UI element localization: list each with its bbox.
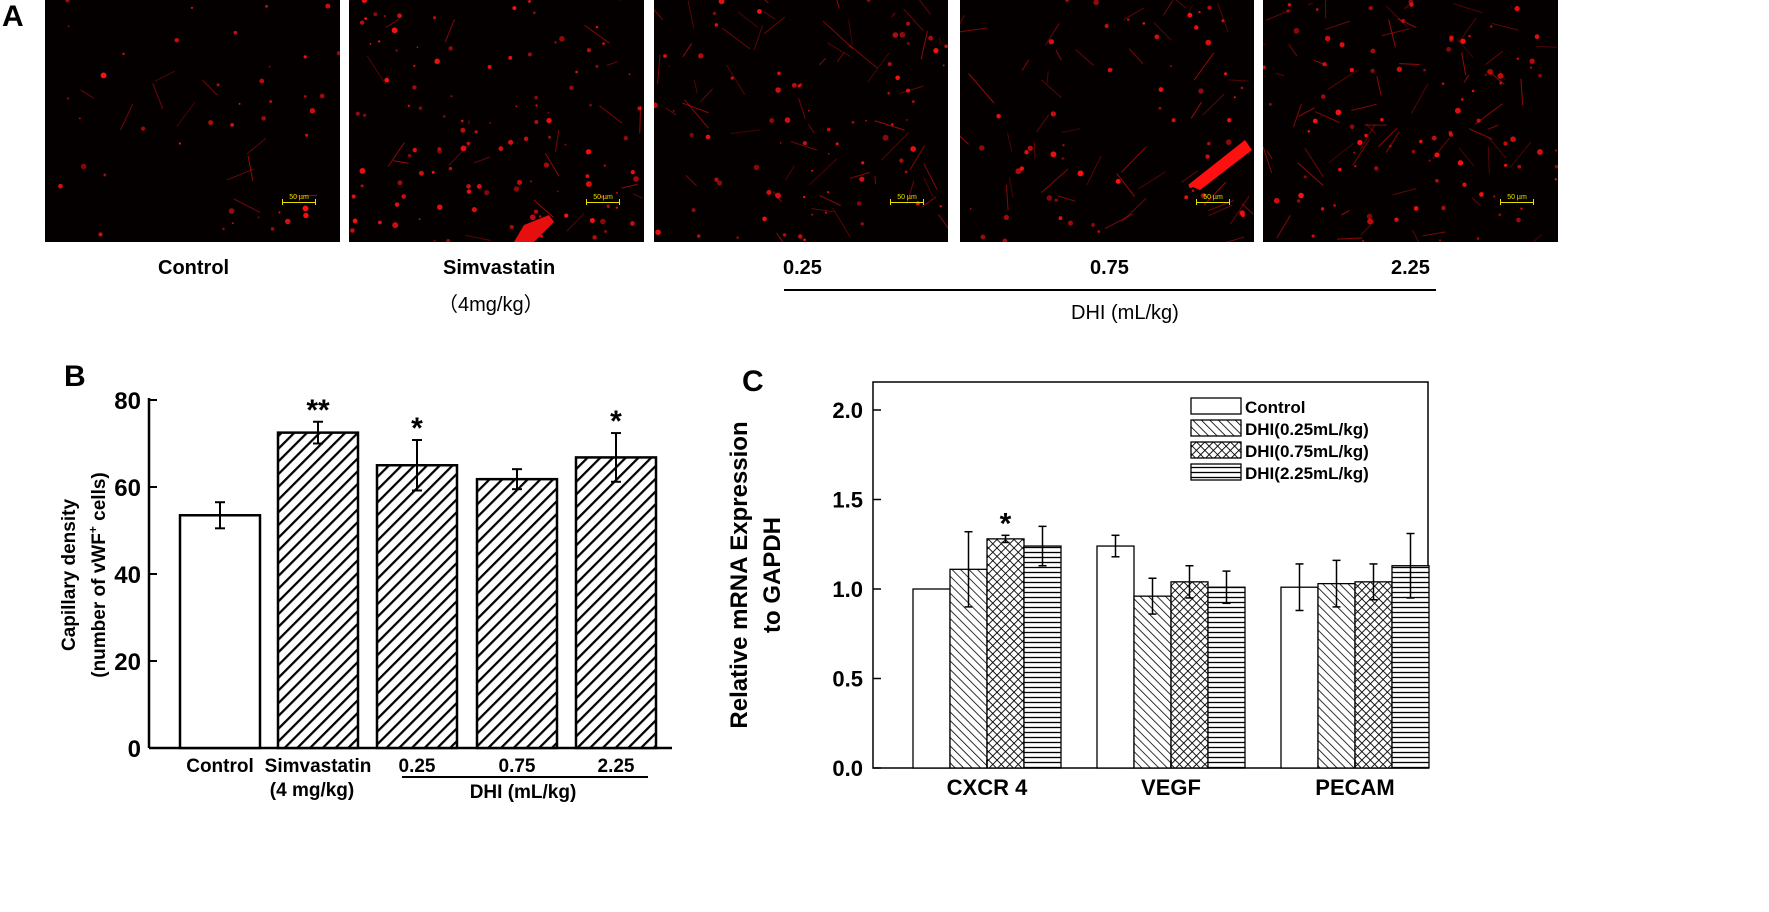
scale-bar-line <box>282 199 316 205</box>
legend-label: Control <box>1245 398 1305 417</box>
significance-marker: * <box>1000 507 1012 540</box>
caption-dhi-225: 2.25 <box>1391 257 1430 279</box>
bar-cxcr-4-s0 <box>912 588 951 769</box>
bar-control <box>178 514 262 750</box>
legend-label: DHI(2.25mL/kg) <box>1245 464 1369 483</box>
scale-bar-line <box>586 199 620 205</box>
y-tick-label: 20 <box>114 649 141 676</box>
x-tick-label: VEGF <box>1141 775 1201 800</box>
legend-swatch <box>1190 397 1242 415</box>
y-tick-label: 80 <box>114 388 141 415</box>
bar-pecam-s2 <box>1354 581 1393 769</box>
bar-0-25 <box>375 464 459 750</box>
panel-a-letter: A <box>2 0 24 33</box>
bar-simvastatin <box>276 431 360 750</box>
scale-bar-2: 50 µm <box>890 194 924 205</box>
y-axis-label-2: to GAPDH <box>759 517 786 633</box>
dhi-group-label: DHI (mL/kg) <box>1071 302 1179 324</box>
bar-vegf-s0 <box>1096 545 1135 769</box>
y-tick-label: 0 <box>128 736 141 763</box>
y-tick-label: 0.5 <box>832 667 863 692</box>
bar-cxcr-4-s1 <box>949 568 988 769</box>
significance-marker: * <box>610 405 622 438</box>
micrograph-stain-2 <box>654 0 948 242</box>
micrograph-0: 50 µm <box>45 0 340 242</box>
scale-bar-label: 50 µm <box>289 194 309 201</box>
y-tick-label: 0.0 <box>832 756 863 781</box>
x-tick-label: 2.25 <box>598 756 635 777</box>
micrograph-stain-0 <box>45 0 340 237</box>
chart-b: B 0 20 40 60 80 Capillary density (number of vW… <box>59 360 672 803</box>
scale-bar-0: 50 µm <box>282 194 316 205</box>
scale-bar-label: 50 µm <box>593 194 613 201</box>
y-tick-label: 40 <box>114 562 141 589</box>
y-tick-label: 1.0 <box>832 577 863 602</box>
micrograph-stain-1 <box>349 0 643 242</box>
y-tick-label: 2.0 <box>832 398 863 423</box>
y-tick-label: 1.5 <box>832 488 863 513</box>
legend-label: DHI(0.75mL/kg) <box>1245 442 1369 461</box>
scale-bar-4: 50 µm <box>1500 194 1534 205</box>
x-tick-label: 0.75 <box>499 756 536 777</box>
significance-marker: ** <box>306 394 330 427</box>
scale-bar-label: 50 µm <box>897 194 917 201</box>
x-tick-label: Simvastatin <box>265 756 372 777</box>
y-axis-label-2: (number of vWF+ cells) <box>86 472 110 678</box>
bar-2-25 <box>574 456 658 750</box>
bar-vegf-s3 <box>1207 586 1246 769</box>
micrograph-2: 50 µm <box>654 0 948 242</box>
legend-swatch <box>1190 419 1242 437</box>
scale-bar-label: 50 µm <box>1203 194 1223 201</box>
caption-dhi-025: 0.25 <box>783 257 822 279</box>
scale-bar-line <box>1196 199 1230 205</box>
bar-pecam-s3 <box>1391 565 1430 769</box>
scale-bar-label: 50 µm <box>1507 194 1527 201</box>
bar-vegf-s2 <box>1170 581 1209 769</box>
micrograph-3: 50 µm <box>960 0 1254 242</box>
plot-frame <box>872 381 1429 769</box>
x-tick-label: 0.25 <box>399 756 436 777</box>
micrograph-stain-4 <box>1263 0 1558 242</box>
caption-dhi-075: 0.75 <box>1090 257 1129 279</box>
scale-bar-3: 50 µm <box>1196 194 1230 205</box>
micrograph-4: 50 µm <box>1263 0 1558 242</box>
x-tick-label: CXCR 4 <box>947 775 1028 800</box>
scale-bar-line <box>890 199 924 205</box>
legend-label: DHI(0.25mL/kg) <box>1245 420 1369 439</box>
dhi-group-line <box>784 289 1436 291</box>
y-tick-label: 60 <box>114 475 141 502</box>
bar-0-75 <box>475 477 559 750</box>
legend-swatch <box>1190 441 1242 459</box>
caption-control: Control <box>158 257 230 279</box>
dhi-group-label-b: DHI (mL/kg) <box>470 782 577 803</box>
panel-b-letter: B <box>64 360 86 393</box>
bar-cxcr-4-s2 <box>986 538 1025 769</box>
bar-pecam-s0 <box>1280 586 1319 769</box>
scale-bar-line <box>1500 199 1534 205</box>
significance-marker: * <box>411 412 423 445</box>
micrograph-1: 50 µm <box>349 0 644 242</box>
scale-bar-1: 50 µm <box>586 194 620 205</box>
bar-pecam-s1 <box>1317 582 1356 769</box>
y-axis-label: Capillary density <box>59 499 80 651</box>
legend-swatch <box>1190 463 1242 481</box>
caption-simvastatin-dose: （4mg/kg） <box>438 294 544 316</box>
caption-simvastatin: Simvastatin <box>443 257 556 279</box>
x-tick-sublabel: (4 mg/kg) <box>270 780 354 801</box>
x-tick-label: Control <box>186 756 254 777</box>
micrograph-stain-3 <box>960 0 1254 242</box>
bar-vegf-s1 <box>1133 595 1172 769</box>
bar-cxcr-4-s3 <box>1023 545 1062 769</box>
x-tick-label: PECAM <box>1315 775 1394 800</box>
